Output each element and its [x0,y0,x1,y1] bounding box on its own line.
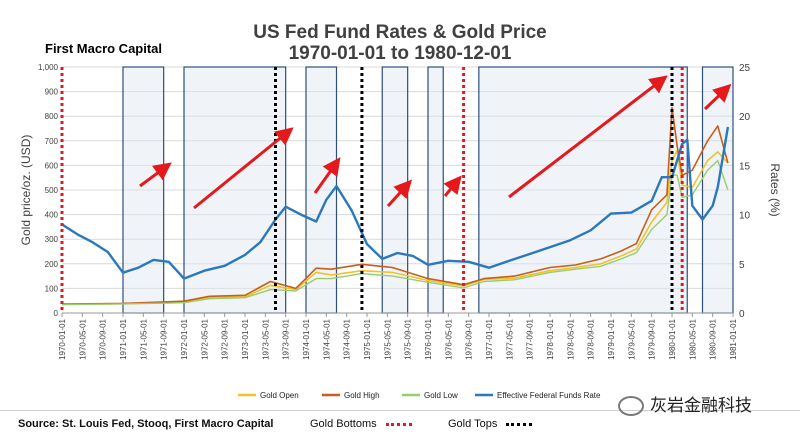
watermark: 灰岩金融科技 [618,391,752,416]
y-tick-label: 800 [45,112,59,121]
x-tick-label: 1980-05-01 [688,318,697,359]
highlight-period-box [478,66,688,314]
y2-tick-label: 5 [739,260,745,271]
x-tick-label: 1975-09-01 [404,318,413,359]
gold-bottoms-label: Gold Bottoms [310,418,377,430]
legend-gold-open-label: Gold Open [260,391,299,400]
x-tick-label: 1974-01-01 [302,318,311,359]
trend-arrow-icon [508,75,668,199]
x-tick-label: 1975-05-01 [383,318,392,359]
x-tick-label: 1977-05-01 [505,318,514,359]
x-tick-label: 1970-09-01 [99,318,108,359]
y2-tick-label: 15 [739,161,751,172]
x-tick-label: 1981-01-01 [729,318,738,359]
highlight-period-box [183,66,287,314]
watermark-text: 灰岩金融科技 [650,396,752,416]
x-tick-label: 1970-01-01 [58,318,67,359]
series-line-fed-rate [61,126,730,280]
footer [0,410,800,444]
y2-tick-label: 25 [739,63,751,74]
y2-tick-label: 0 [739,309,745,320]
x-tick-label: 1972-05-01 [200,318,209,359]
title-line-1: US Fed Fund Rates & Gold Price [253,22,547,43]
y-axis-label: Gold price/oz. (USD) [19,135,33,246]
series-line-gold-high [61,106,729,305]
y-tick-label: 900 [45,88,59,97]
x-tick-label: 1971-05-01 [139,318,148,359]
x-tick-label: 1973-05-01 [261,318,270,359]
title-line-2: 1970-01-01 to 1980-12-01 [288,43,512,64]
wechat-icon [618,396,644,416]
x-tick-label: 1973-01-01 [241,318,250,359]
gold-tops-label: Gold Tops [448,418,498,430]
x-tick-label: 1974-05-01 [322,318,331,359]
y-tick-label: 400 [45,211,59,220]
y2-axis-label: Rates (%) [768,163,782,216]
x-tick-label: 1972-09-01 [221,318,230,359]
y2-tick-label: 10 [739,211,751,222]
legend-fed-rate-label: Effective Federal Funds Rate [497,391,601,400]
y-tick-label: 600 [45,161,59,170]
x-tick-label: 1976-01-01 [424,318,433,359]
legend-gold-high-label: Gold High [344,391,380,400]
x-tick-label: 1974-09-01 [343,318,352,359]
x-tick-label: 1971-09-01 [160,318,169,359]
x-tick-label: 1978-05-01 [566,318,575,359]
trend-arrow-icon [139,162,172,188]
trend-arrow-icon [703,83,732,111]
gold-bottoms-key: Gold Bottoms [310,418,412,430]
y-tick-label: 0 [54,309,59,318]
trend-arrow-icon [313,157,341,194]
trend-arrow-icon [193,127,294,210]
x-tick-label: 1976-09-01 [465,318,474,359]
x-tick-label: 1972-01-01 [180,318,189,359]
chart-title: US Fed Fund Rates & Gold Price 1970-01-0… [220,22,580,64]
x-tick-label: 1979-01-01 [607,318,616,359]
x-tick-label: 1971-01-01 [119,318,128,359]
x-tick-label: 1977-01-01 [485,318,494,359]
x-tick-label: 1979-05-01 [627,318,636,359]
x-tick-label: 1975-01-01 [363,318,372,359]
y-tick-label: 300 [45,235,59,244]
x-tick-label: 1977-09-01 [526,318,535,359]
x-tick-label: 1980-09-01 [709,318,718,359]
gold-tops-key: Gold Tops [448,418,533,430]
series-line-gold-low [61,159,729,306]
highlight-period-box [122,66,165,314]
highlight-period-box [305,66,338,314]
x-tick-label: 1970-05-01 [78,318,87,359]
y-tick-label: 100 [45,284,59,293]
y2-tick-label: 20 [739,112,751,123]
x-tick-label: 1976-05-01 [444,318,453,359]
y-tick-label: 200 [45,260,59,269]
y-tick-label: 500 [45,186,59,195]
x-tick-label: 1978-09-01 [587,318,596,359]
brand-label: First Macro Capital [45,41,163,56]
black-dotted-line-icon [506,422,533,426]
x-tick-label: 1980-01-01 [668,318,677,359]
trend-arrow-icon [443,175,462,197]
y-tick-label: 700 [45,137,59,146]
x-tick-label: 1973-09-01 [282,318,291,359]
trend-arrow-icon [386,179,413,208]
source-note: Source: St. Louis Fed, Stooq, First Macr… [18,418,274,430]
x-tick-label: 1979-09-01 [648,318,657,359]
legend-gold-low-label: Gold Low [424,391,458,400]
y-tick-label: 1,000 [38,63,59,72]
red-dotted-line-icon [385,422,412,426]
x-tick-label: 1978-01-01 [546,318,555,359]
highlight-period-box [427,66,444,314]
